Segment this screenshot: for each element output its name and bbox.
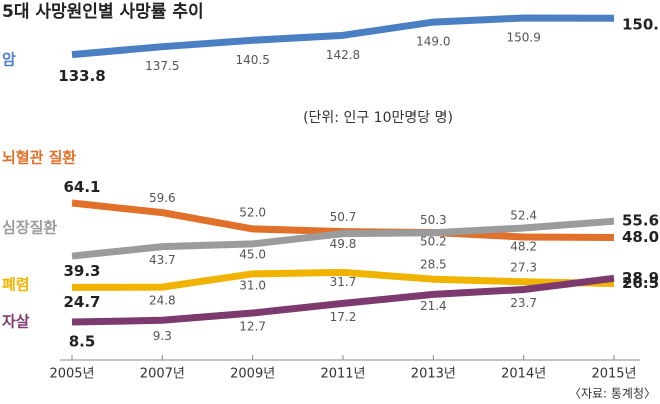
value-label: 50.7 <box>330 210 357 224</box>
value-label: 12.7 <box>239 320 266 334</box>
x-tick-label: 2011년 <box>320 367 365 382</box>
value-label: 9.3 <box>153 329 172 343</box>
value-label: 43.7 <box>149 253 176 267</box>
value-label: 8.5 <box>69 332 96 350</box>
value-label: 31.7 <box>330 275 357 289</box>
value-label: 24.8 <box>149 294 176 308</box>
value-label: 28.9 <box>622 269 659 287</box>
x-tick-label: 2007년 <box>140 367 185 382</box>
value-label: 140.5 <box>235 53 269 67</box>
value-label: 39.3 <box>63 262 100 280</box>
value-label: 23.7 <box>510 296 537 310</box>
value-label: 27.3 <box>510 260 537 274</box>
unit-note: (단위: 인구 10만명당 명) <box>303 110 453 126</box>
value-label: 149.0 <box>416 35 450 49</box>
value-label: 150.8 <box>622 16 660 34</box>
value-label: 55.6 <box>622 212 659 230</box>
value-label: 50.3 <box>420 213 447 227</box>
value-label: 31.0 <box>239 278 266 292</box>
value-label: 52.0 <box>239 205 266 219</box>
value-label: 28.5 <box>420 258 447 272</box>
series-name: 암 <box>2 51 16 69</box>
value-label: 133.8 <box>58 67 105 85</box>
x-tick-label: 2014년 <box>501 367 546 382</box>
value-label: 150.9 <box>506 31 540 45</box>
value-label: 59.6 <box>149 191 176 205</box>
value-label: 21.4 <box>420 299 447 313</box>
value-label: 137.5 <box>145 59 179 73</box>
value-label: 48.2 <box>510 240 537 254</box>
x-tick-label: 2009년 <box>230 367 275 382</box>
series-name: 심장질환 <box>2 219 57 237</box>
value-label: 48.0 <box>622 228 659 246</box>
x-tick-label: 2015년 <box>591 367 636 382</box>
series-name: 자살 <box>2 313 30 331</box>
value-label: 49.8 <box>330 237 357 251</box>
series-name: 뇌혈관 질환 <box>2 149 76 167</box>
value-label: 26.5 <box>622 274 659 292</box>
series-line <box>71 14 615 59</box>
series-line <box>71 268 615 291</box>
value-label: 142.8 <box>326 48 360 62</box>
series-name: 폐렴 <box>2 276 30 294</box>
value-label: 45.0 <box>239 247 266 261</box>
value-label: 52.4 <box>510 209 537 223</box>
chart-title: 5대 사망원인별 사망률 추이 <box>2 2 204 22</box>
value-label: 64.1 <box>63 178 100 196</box>
series-line <box>71 274 615 326</box>
x-tick-label: 2013년 <box>411 367 456 382</box>
series-line <box>71 217 615 260</box>
x-tick-label: 2005년 <box>49 367 94 382</box>
value-label: 50.2 <box>420 234 447 248</box>
value-label: 24.7 <box>63 293 100 311</box>
value-label: 17.2 <box>330 310 357 324</box>
source: 〈자료: 통계청〉 <box>569 387 656 401</box>
